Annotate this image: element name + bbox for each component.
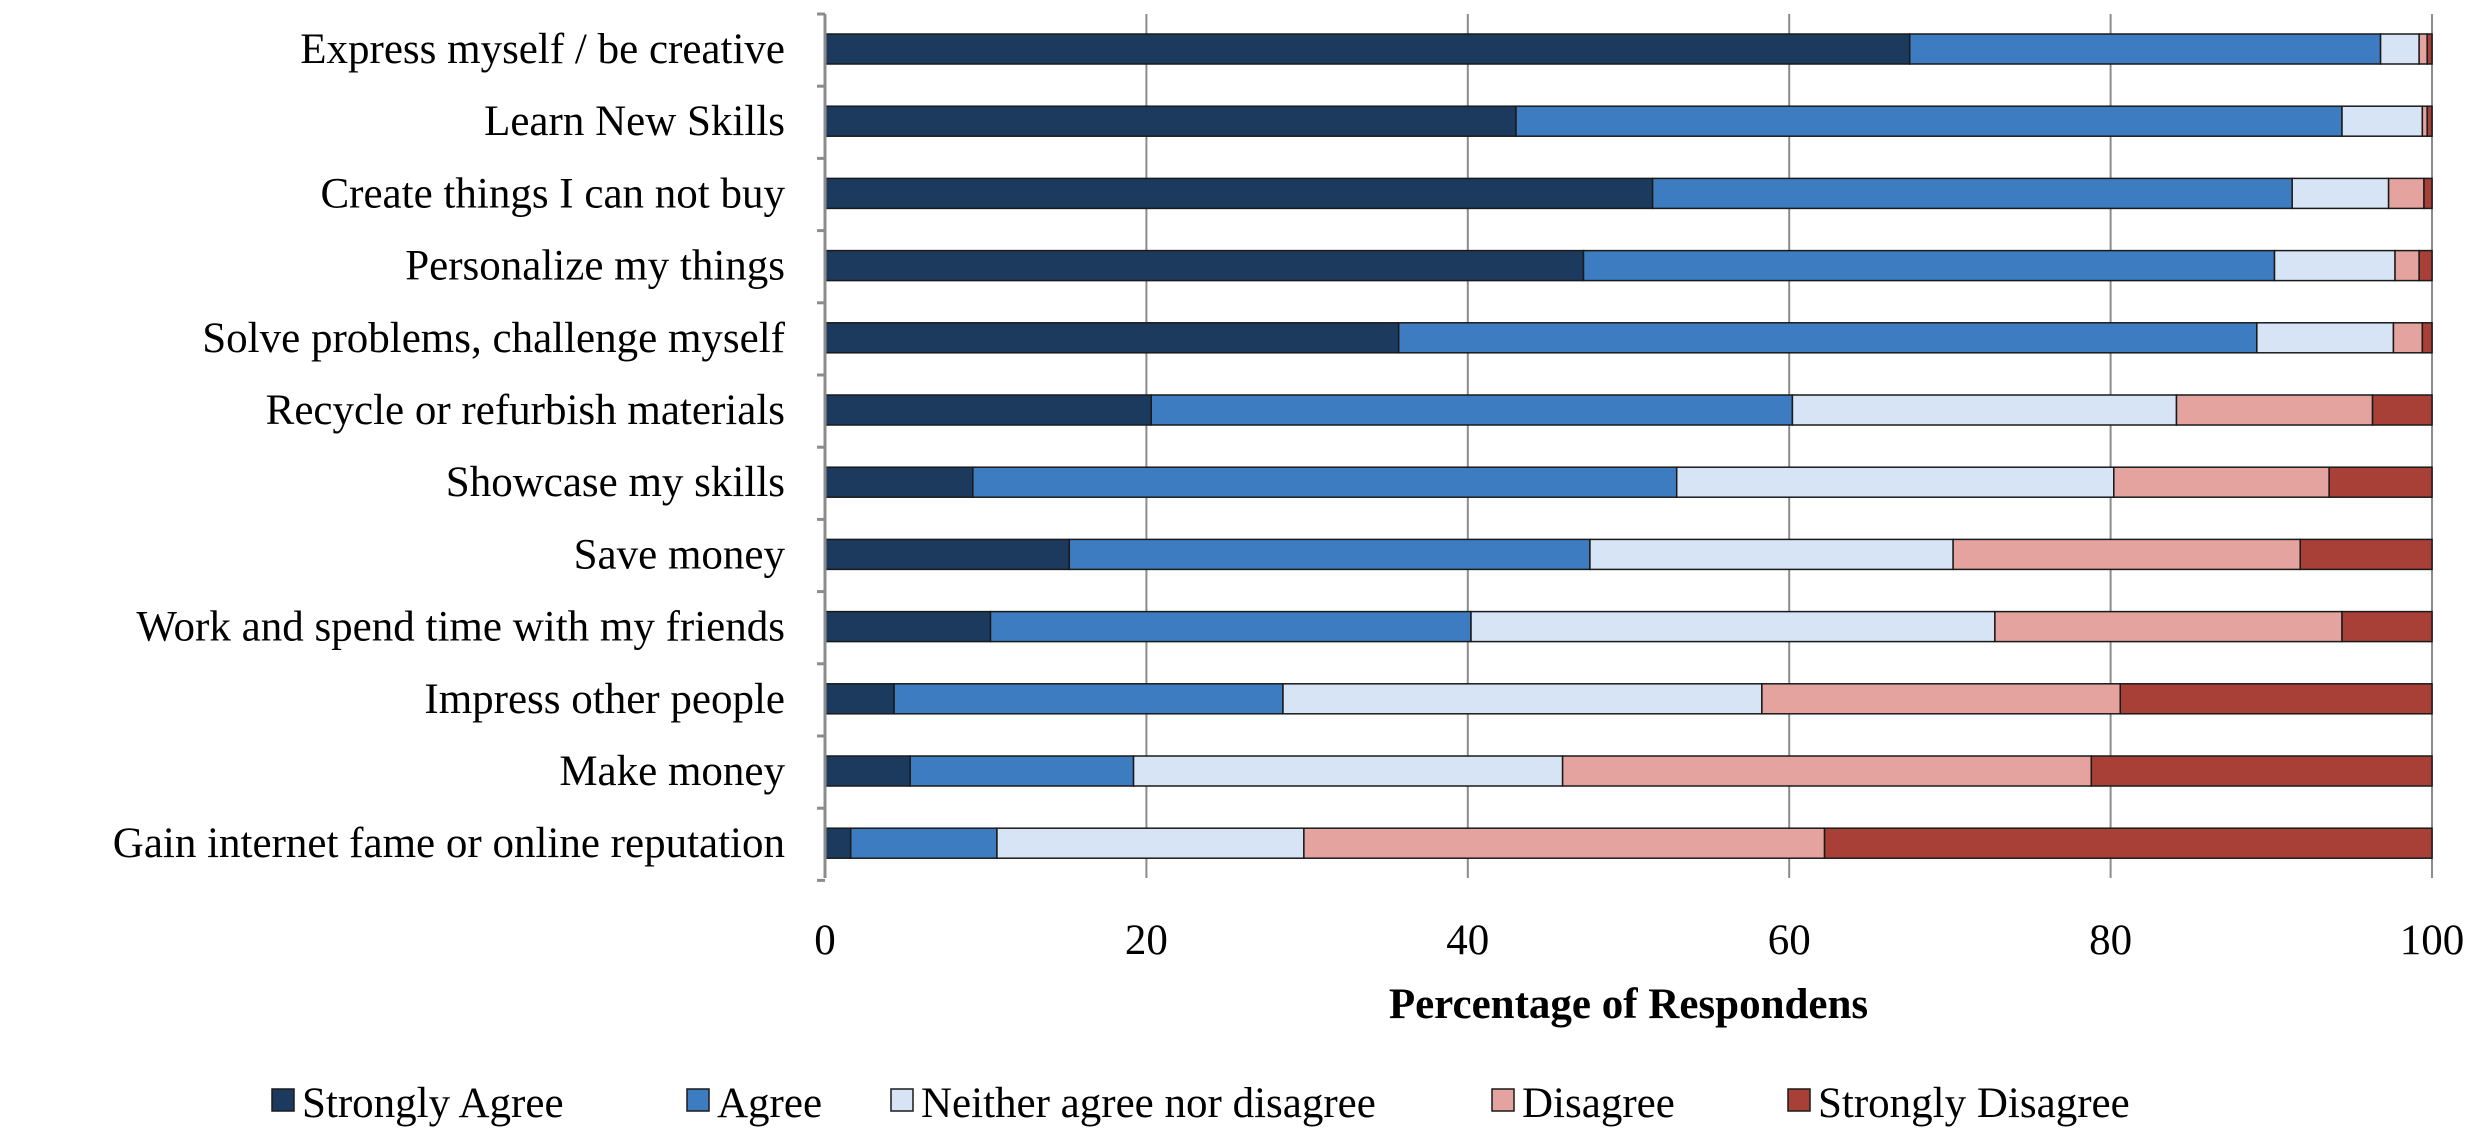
- bar-segment: [1791, 394, 2178, 426]
- bar-segment: [1282, 683, 1763, 715]
- bar-segment: [1397, 322, 2258, 354]
- category-label: Personalize my things: [405, 243, 785, 290]
- bar-segment: [824, 322, 1400, 354]
- bar-segment: [824, 466, 974, 498]
- category-label: Showcase my skills: [446, 459, 785, 506]
- bar-segment: [1651, 177, 2293, 210]
- category-label: Work and spend time with my friends: [136, 604, 785, 651]
- bar-segment: [2273, 249, 2396, 282]
- legend-swatch: [890, 1088, 914, 1112]
- x-tick-label: 0: [814, 917, 836, 964]
- legend-swatch: [686, 1088, 710, 1112]
- x-tick-label: 20: [1125, 917, 1168, 964]
- bar-segment: [1150, 394, 1794, 426]
- bar-segment: [2119, 683, 2433, 715]
- bar-segment: [824, 755, 911, 787]
- bars: [824, 33, 2433, 859]
- bar-segment: [1675, 466, 2115, 498]
- category-label: Create things I can not buy: [320, 170, 785, 217]
- bar-segment: [989, 610, 1472, 643]
- bar-segment: [2426, 33, 2433, 65]
- legend-swatch: [1491, 1088, 1515, 1112]
- bar-segment: [1068, 538, 1591, 571]
- bar-segment: [2423, 177, 2433, 210]
- bar-segment: [2256, 322, 2395, 354]
- bar-segment: [2328, 466, 2433, 498]
- legend-label: Strongly Disagree: [1818, 1080, 2130, 1127]
- bar-segment: [1994, 610, 2343, 643]
- bar-segment: [824, 610, 992, 643]
- category-label: Recycle or refurbish materials: [266, 387, 785, 434]
- bar-segment: [1952, 538, 2301, 571]
- bar-segment: [2371, 394, 2433, 426]
- category-label: Gain internet fame or online reputation: [113, 820, 785, 867]
- x-tick-label: 80: [2089, 917, 2132, 964]
- bar-segment: [824, 538, 1071, 571]
- category-labels: Express myself / be creative Learn New Sk…: [113, 26, 786, 867]
- bar-segment: [1303, 827, 1826, 859]
- bar-segment: [1582, 249, 2276, 282]
- bar-segment: [1761, 683, 2121, 715]
- bar-segment: [824, 683, 895, 715]
- bar-segment: [909, 755, 1135, 787]
- bar-segment: [2421, 322, 2433, 354]
- bar-segment: [824, 394, 1152, 426]
- bar-segment: [1470, 610, 1996, 643]
- bar-segment: [1908, 33, 2382, 65]
- bar-segment: [824, 177, 1654, 210]
- x-tick-labels: 0 20 40 60 80 100: [814, 917, 2464, 964]
- bar-segment: [1823, 827, 2433, 859]
- bar-segment: [2392, 322, 2424, 354]
- category-label: Make money: [559, 748, 785, 795]
- category-label: Save money: [574, 531, 786, 578]
- bar-segment: [824, 105, 1517, 137]
- bar-segment: [824, 249, 1585, 282]
- axes: [817, 12, 827, 882]
- x-tick-label: 100: [2400, 917, 2465, 964]
- bar-segment: [2418, 33, 2428, 65]
- bar-segment: [2426, 105, 2433, 137]
- bar-segment: [2418, 249, 2433, 282]
- category-label: Solve problems, challenge myself: [202, 315, 785, 362]
- bar-segment: [1132, 755, 1564, 787]
- bar-segment: [893, 683, 1284, 715]
- legend-swatch: [271, 1088, 295, 1112]
- category-label: Learn New Skills: [484, 98, 785, 145]
- bar-segment: [2299, 538, 2433, 571]
- bar-segment: [824, 33, 1911, 65]
- bar-segment: [1589, 538, 1954, 571]
- bar-segment: [2379, 33, 2420, 65]
- bar-segment: [2090, 755, 2433, 787]
- bar-segment: [1561, 755, 2093, 787]
- bar-segment: [849, 827, 998, 859]
- legend-label: Strongly Agree: [302, 1080, 564, 1127]
- legend-swatch: [1787, 1088, 1811, 1112]
- bar-segment: [2387, 177, 2425, 210]
- bar-segment: [2341, 610, 2433, 643]
- bar-segment: [2291, 177, 2390, 210]
- x-axis-title: Percentage of Respondens: [1389, 981, 1868, 1028]
- legend: Strongly Agree Agree Neither agree nor dis…: [271, 1080, 2130, 1127]
- bar-segment: [972, 466, 1678, 498]
- bar-segment: [824, 827, 852, 859]
- gridlines: [1145, 14, 2433, 878]
- x-tick-label: 40: [1446, 917, 1489, 964]
- bar-segment: [1515, 105, 2343, 137]
- bar-segment: [996, 827, 1305, 859]
- bar-segment: [2341, 105, 2424, 137]
- legend-label: Agree: [717, 1080, 822, 1127]
- bar-segment: [2113, 466, 2330, 498]
- legend-label: Disagree: [1522, 1080, 1675, 1127]
- category-label: Impress other people: [424, 676, 785, 723]
- category-label: Express myself / be creative: [300, 26, 785, 73]
- bar-segment: [2175, 394, 2374, 426]
- bar-segment: [2394, 249, 2420, 282]
- x-tick-label: 60: [1768, 917, 1811, 964]
- legend-label: Neither agree nor disagree: [921, 1080, 1376, 1127]
